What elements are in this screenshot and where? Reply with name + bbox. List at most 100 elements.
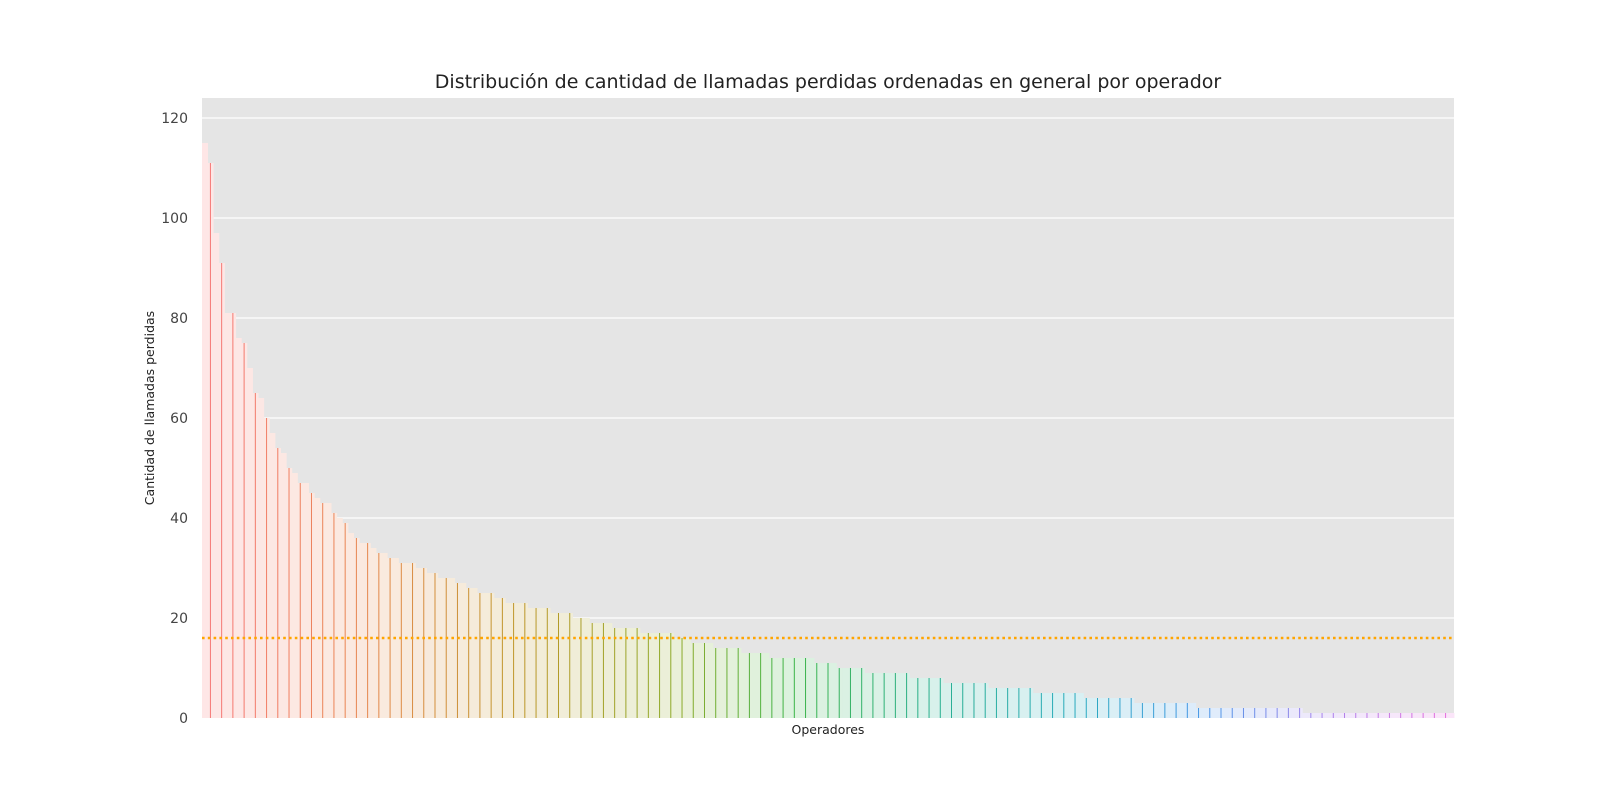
bar bbox=[1066, 693, 1073, 718]
bar bbox=[213, 233, 220, 718]
bar bbox=[1369, 713, 1376, 718]
bar bbox=[381, 553, 388, 718]
bar bbox=[1122, 698, 1129, 718]
y-axis-label: Cantidad de llamadas perdidas bbox=[142, 311, 157, 505]
bar bbox=[1279, 708, 1286, 718]
bar bbox=[471, 588, 478, 718]
bar bbox=[943, 683, 950, 718]
bar bbox=[1381, 713, 1388, 718]
bar bbox=[1111, 698, 1118, 718]
bar bbox=[875, 673, 882, 718]
bar bbox=[291, 473, 298, 718]
bar bbox=[606, 623, 613, 718]
bar bbox=[1403, 713, 1410, 718]
bar bbox=[1313, 713, 1320, 718]
bar bbox=[673, 638, 680, 718]
bar bbox=[280, 453, 287, 718]
bar bbox=[965, 683, 972, 718]
bar bbox=[404, 563, 411, 718]
bar bbox=[1414, 713, 1421, 718]
bar bbox=[235, 338, 242, 718]
y-tick-label: 20 bbox=[170, 611, 188, 627]
bar bbox=[527, 608, 534, 718]
bar bbox=[1212, 708, 1219, 718]
bar bbox=[426, 573, 433, 718]
bar bbox=[1032, 693, 1039, 718]
bar bbox=[696, 643, 703, 718]
bar bbox=[628, 628, 635, 718]
bar bbox=[1156, 703, 1163, 718]
bar bbox=[325, 503, 332, 718]
bar bbox=[1133, 703, 1140, 718]
bar bbox=[437, 578, 444, 718]
bar bbox=[449, 578, 456, 718]
bar bbox=[1235, 708, 1242, 718]
bar bbox=[561, 613, 568, 718]
bar bbox=[303, 483, 310, 718]
bar bbox=[1268, 708, 1275, 718]
bar bbox=[976, 683, 983, 718]
bar bbox=[920, 678, 927, 718]
bar bbox=[482, 593, 489, 718]
bar bbox=[864, 673, 871, 718]
bar bbox=[246, 368, 253, 718]
bar bbox=[886, 673, 893, 718]
bar bbox=[1178, 703, 1185, 718]
x-axis-label: Operadores bbox=[792, 722, 865, 737]
bar bbox=[999, 688, 1006, 718]
bar bbox=[909, 678, 916, 718]
y-tick-label: 60 bbox=[170, 411, 188, 427]
bar bbox=[572, 618, 579, 718]
bar bbox=[1347, 713, 1354, 718]
bar bbox=[1425, 713, 1432, 718]
bar bbox=[954, 683, 961, 718]
bar bbox=[370, 548, 377, 718]
bar bbox=[763, 653, 770, 718]
bar bbox=[1437, 713, 1444, 718]
bar bbox=[740, 653, 747, 718]
bar bbox=[898, 673, 905, 718]
bar bbox=[1358, 713, 1365, 718]
y-tick-labels: 0 20 40 60 80 100 120 bbox=[161, 111, 188, 727]
bar bbox=[988, 688, 995, 718]
bar bbox=[336, 518, 343, 718]
bar bbox=[1392, 713, 1399, 718]
y-tick-label: 120 bbox=[161, 111, 188, 127]
bar bbox=[1044, 693, 1051, 718]
bar bbox=[785, 658, 792, 718]
y-tick-label: 0 bbox=[179, 711, 188, 727]
bar bbox=[415, 568, 422, 718]
bar bbox=[729, 648, 736, 718]
y-tick-label: 100 bbox=[161, 211, 188, 227]
bar bbox=[718, 648, 725, 718]
bar bbox=[662, 633, 669, 718]
bar bbox=[752, 653, 759, 718]
bar bbox=[224, 313, 231, 718]
bar bbox=[269, 433, 276, 718]
bar bbox=[314, 498, 321, 718]
bar bbox=[1089, 698, 1096, 718]
bar bbox=[258, 398, 265, 718]
bar bbox=[1336, 713, 1343, 718]
bar bbox=[1246, 708, 1253, 718]
bar bbox=[550, 613, 557, 718]
bar bbox=[1223, 708, 1230, 718]
bar bbox=[595, 623, 602, 718]
bar bbox=[516, 603, 523, 718]
bar bbox=[1100, 698, 1107, 718]
bar bbox=[1257, 708, 1264, 718]
bar bbox=[1055, 693, 1062, 718]
bar bbox=[583, 618, 590, 718]
bar bbox=[505, 603, 512, 718]
bar bbox=[347, 533, 354, 718]
bar bbox=[1201, 708, 1208, 718]
bar bbox=[842, 668, 849, 718]
bar bbox=[819, 663, 826, 718]
bar bbox=[617, 628, 624, 718]
bar bbox=[493, 598, 500, 718]
bar bbox=[1077, 693, 1084, 718]
bar bbox=[1010, 688, 1017, 718]
bar bbox=[1190, 703, 1197, 718]
